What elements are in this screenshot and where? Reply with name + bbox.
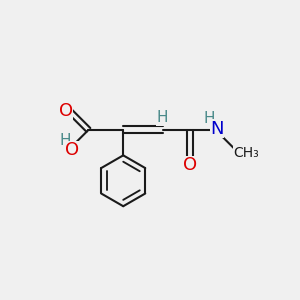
Text: H: H [203,111,214,126]
Text: N: N [210,120,224,138]
Text: O: O [58,102,73,120]
Text: O: O [183,156,197,174]
Text: H: H [60,133,71,148]
Text: CH₃: CH₃ [233,146,259,160]
Text: H: H [156,110,168,125]
Text: O: O [65,141,80,159]
